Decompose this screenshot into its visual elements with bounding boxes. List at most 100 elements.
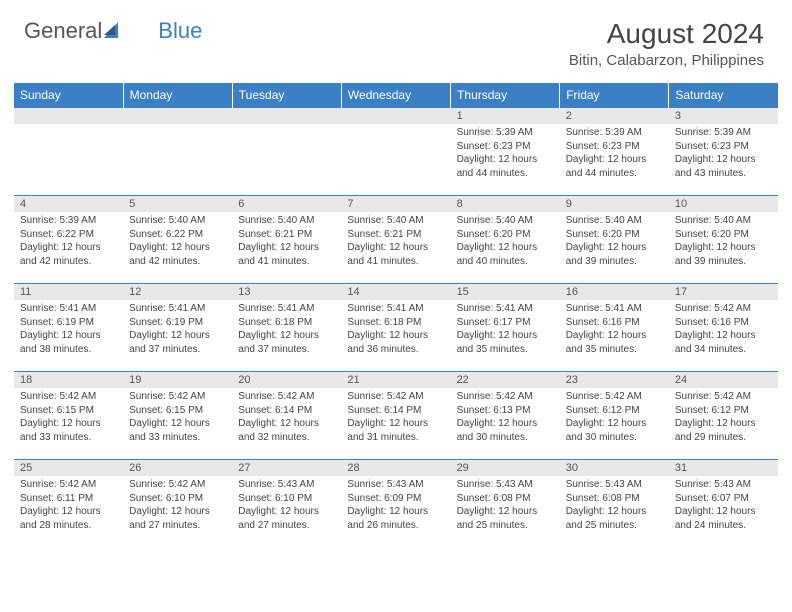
day-cell: 30Sunrise: 5:43 AMSunset: 6:08 PMDayligh… xyxy=(560,460,669,548)
day-number: 17 xyxy=(669,284,778,300)
day-detail: Sunrise: 5:40 AMSunset: 6:20 PMDaylight:… xyxy=(451,212,560,272)
day-number: 2 xyxy=(560,108,669,124)
day-cell: 6Sunrise: 5:40 AMSunset: 6:21 PMDaylight… xyxy=(232,196,341,284)
day-detail: Sunrise: 5:41 AMSunset: 6:19 PMDaylight:… xyxy=(123,300,232,360)
day-detail: Sunrise: 5:41 AMSunset: 6:18 PMDaylight:… xyxy=(341,300,450,360)
day-number: 31 xyxy=(669,460,778,476)
day-cell: 7Sunrise: 5:40 AMSunset: 6:21 PMDaylight… xyxy=(341,196,450,284)
month-title: August 2024 xyxy=(569,18,764,50)
logo-sail-icon xyxy=(104,22,124,40)
day-number: 12 xyxy=(123,284,232,300)
day-detail: Sunrise: 5:43 AMSunset: 6:08 PMDaylight:… xyxy=(560,476,669,536)
day-detail: Sunrise: 5:43 AMSunset: 6:09 PMDaylight:… xyxy=(341,476,450,536)
day-cell: 26Sunrise: 5:42 AMSunset: 6:10 PMDayligh… xyxy=(123,460,232,548)
day-number xyxy=(341,108,450,124)
day-number: 26 xyxy=(123,460,232,476)
logo-text-2: Blue xyxy=(158,18,202,44)
day-cell: 31Sunrise: 5:43 AMSunset: 6:07 PMDayligh… xyxy=(669,460,778,548)
day-cell: 15Sunrise: 5:41 AMSunset: 6:17 PMDayligh… xyxy=(451,284,560,372)
day-number: 25 xyxy=(14,460,123,476)
day-number: 20 xyxy=(232,372,341,388)
day-cell: 24Sunrise: 5:42 AMSunset: 6:12 PMDayligh… xyxy=(669,372,778,460)
day-number: 4 xyxy=(14,196,123,212)
day-number: 3 xyxy=(669,108,778,124)
day-cell xyxy=(341,108,450,196)
day-number: 8 xyxy=(451,196,560,212)
day-cell: 9Sunrise: 5:40 AMSunset: 6:20 PMDaylight… xyxy=(560,196,669,284)
day-detail: Sunrise: 5:42 AMSunset: 6:15 PMDaylight:… xyxy=(14,388,123,448)
day-number: 24 xyxy=(669,372,778,388)
day-number: 18 xyxy=(14,372,123,388)
day-cell xyxy=(232,108,341,196)
day-detail: Sunrise: 5:43 AMSunset: 6:08 PMDaylight:… xyxy=(451,476,560,536)
day-number: 27 xyxy=(232,460,341,476)
day-cell: 22Sunrise: 5:42 AMSunset: 6:13 PMDayligh… xyxy=(451,372,560,460)
week-row: 11Sunrise: 5:41 AMSunset: 6:19 PMDayligh… xyxy=(14,284,778,372)
day-cell: 2Sunrise: 5:39 AMSunset: 6:23 PMDaylight… xyxy=(560,108,669,196)
day-detail: Sunrise: 5:41 AMSunset: 6:17 PMDaylight:… xyxy=(451,300,560,360)
day-number: 16 xyxy=(560,284,669,300)
day-detail xyxy=(123,124,232,184)
day-header-row: Sunday Monday Tuesday Wednesday Thursday… xyxy=(14,83,778,108)
day-number xyxy=(123,108,232,124)
day-detail: Sunrise: 5:40 AMSunset: 6:22 PMDaylight:… xyxy=(123,212,232,272)
day-cell: 29Sunrise: 5:43 AMSunset: 6:08 PMDayligh… xyxy=(451,460,560,548)
title-block: August 2024 Bitin, Calabarzon, Philippin… xyxy=(569,18,764,69)
day-detail xyxy=(14,124,123,184)
day-detail: Sunrise: 5:41 AMSunset: 6:16 PMDaylight:… xyxy=(560,300,669,360)
col-tuesday: Tuesday xyxy=(232,83,341,108)
col-monday: Monday xyxy=(123,83,232,108)
day-detail: Sunrise: 5:39 AMSunset: 6:23 PMDaylight:… xyxy=(560,124,669,184)
col-sunday: Sunday xyxy=(14,83,123,108)
week-row: 4Sunrise: 5:39 AMSunset: 6:22 PMDaylight… xyxy=(14,196,778,284)
location: Bitin, Calabarzon, Philippines xyxy=(569,52,764,69)
day-cell: 27Sunrise: 5:43 AMSunset: 6:10 PMDayligh… xyxy=(232,460,341,548)
day-cell xyxy=(14,108,123,196)
day-detail: Sunrise: 5:42 AMSunset: 6:14 PMDaylight:… xyxy=(341,388,450,448)
day-number: 19 xyxy=(123,372,232,388)
col-thursday: Thursday xyxy=(451,83,560,108)
day-cell: 1Sunrise: 5:39 AMSunset: 6:23 PMDaylight… xyxy=(451,108,560,196)
day-number: 28 xyxy=(341,460,450,476)
day-number xyxy=(232,108,341,124)
week-row: 18Sunrise: 5:42 AMSunset: 6:15 PMDayligh… xyxy=(14,372,778,460)
day-cell: 16Sunrise: 5:41 AMSunset: 6:16 PMDayligh… xyxy=(560,284,669,372)
calendar-body: 1Sunrise: 5:39 AMSunset: 6:23 PMDaylight… xyxy=(14,108,778,548)
day-detail: Sunrise: 5:40 AMSunset: 6:21 PMDaylight:… xyxy=(232,212,341,272)
day-number: 5 xyxy=(123,196,232,212)
day-detail: Sunrise: 5:43 AMSunset: 6:07 PMDaylight:… xyxy=(669,476,778,536)
day-number: 21 xyxy=(341,372,450,388)
day-cell: 3Sunrise: 5:39 AMSunset: 6:23 PMDaylight… xyxy=(669,108,778,196)
day-detail: Sunrise: 5:42 AMSunset: 6:10 PMDaylight:… xyxy=(123,476,232,536)
logo-text-1: General xyxy=(24,18,102,44)
day-detail: Sunrise: 5:40 AMSunset: 6:21 PMDaylight:… xyxy=(341,212,450,272)
day-detail: Sunrise: 5:43 AMSunset: 6:10 PMDaylight:… xyxy=(232,476,341,536)
week-row: 1Sunrise: 5:39 AMSunset: 6:23 PMDaylight… xyxy=(14,108,778,196)
day-detail: Sunrise: 5:42 AMSunset: 6:12 PMDaylight:… xyxy=(669,388,778,448)
day-cell: 25Sunrise: 5:42 AMSunset: 6:11 PMDayligh… xyxy=(14,460,123,548)
day-cell: 20Sunrise: 5:42 AMSunset: 6:14 PMDayligh… xyxy=(232,372,341,460)
day-cell xyxy=(123,108,232,196)
day-cell: 4Sunrise: 5:39 AMSunset: 6:22 PMDaylight… xyxy=(14,196,123,284)
day-detail xyxy=(232,124,341,184)
col-friday: Friday xyxy=(560,83,669,108)
day-detail: Sunrise: 5:39 AMSunset: 6:23 PMDaylight:… xyxy=(669,124,778,184)
day-number: 15 xyxy=(451,284,560,300)
week-row: 25Sunrise: 5:42 AMSunset: 6:11 PMDayligh… xyxy=(14,460,778,548)
day-detail: Sunrise: 5:40 AMSunset: 6:20 PMDaylight:… xyxy=(669,212,778,272)
day-number: 6 xyxy=(232,196,341,212)
day-detail: Sunrise: 5:42 AMSunset: 6:14 PMDaylight:… xyxy=(232,388,341,448)
day-detail: Sunrise: 5:42 AMSunset: 6:15 PMDaylight:… xyxy=(123,388,232,448)
day-number xyxy=(14,108,123,124)
day-cell: 14Sunrise: 5:41 AMSunset: 6:18 PMDayligh… xyxy=(341,284,450,372)
day-detail: Sunrise: 5:42 AMSunset: 6:12 PMDaylight:… xyxy=(560,388,669,448)
day-detail: Sunrise: 5:39 AMSunset: 6:22 PMDaylight:… xyxy=(14,212,123,272)
day-number: 11 xyxy=(14,284,123,300)
day-detail: Sunrise: 5:39 AMSunset: 6:23 PMDaylight:… xyxy=(451,124,560,184)
day-detail: Sunrise: 5:40 AMSunset: 6:20 PMDaylight:… xyxy=(560,212,669,272)
day-detail: Sunrise: 5:41 AMSunset: 6:19 PMDaylight:… xyxy=(14,300,123,360)
col-wednesday: Wednesday xyxy=(341,83,450,108)
day-cell: 21Sunrise: 5:42 AMSunset: 6:14 PMDayligh… xyxy=(341,372,450,460)
day-cell: 10Sunrise: 5:40 AMSunset: 6:20 PMDayligh… xyxy=(669,196,778,284)
calendar-table: Sunday Monday Tuesday Wednesday Thursday… xyxy=(14,83,778,548)
